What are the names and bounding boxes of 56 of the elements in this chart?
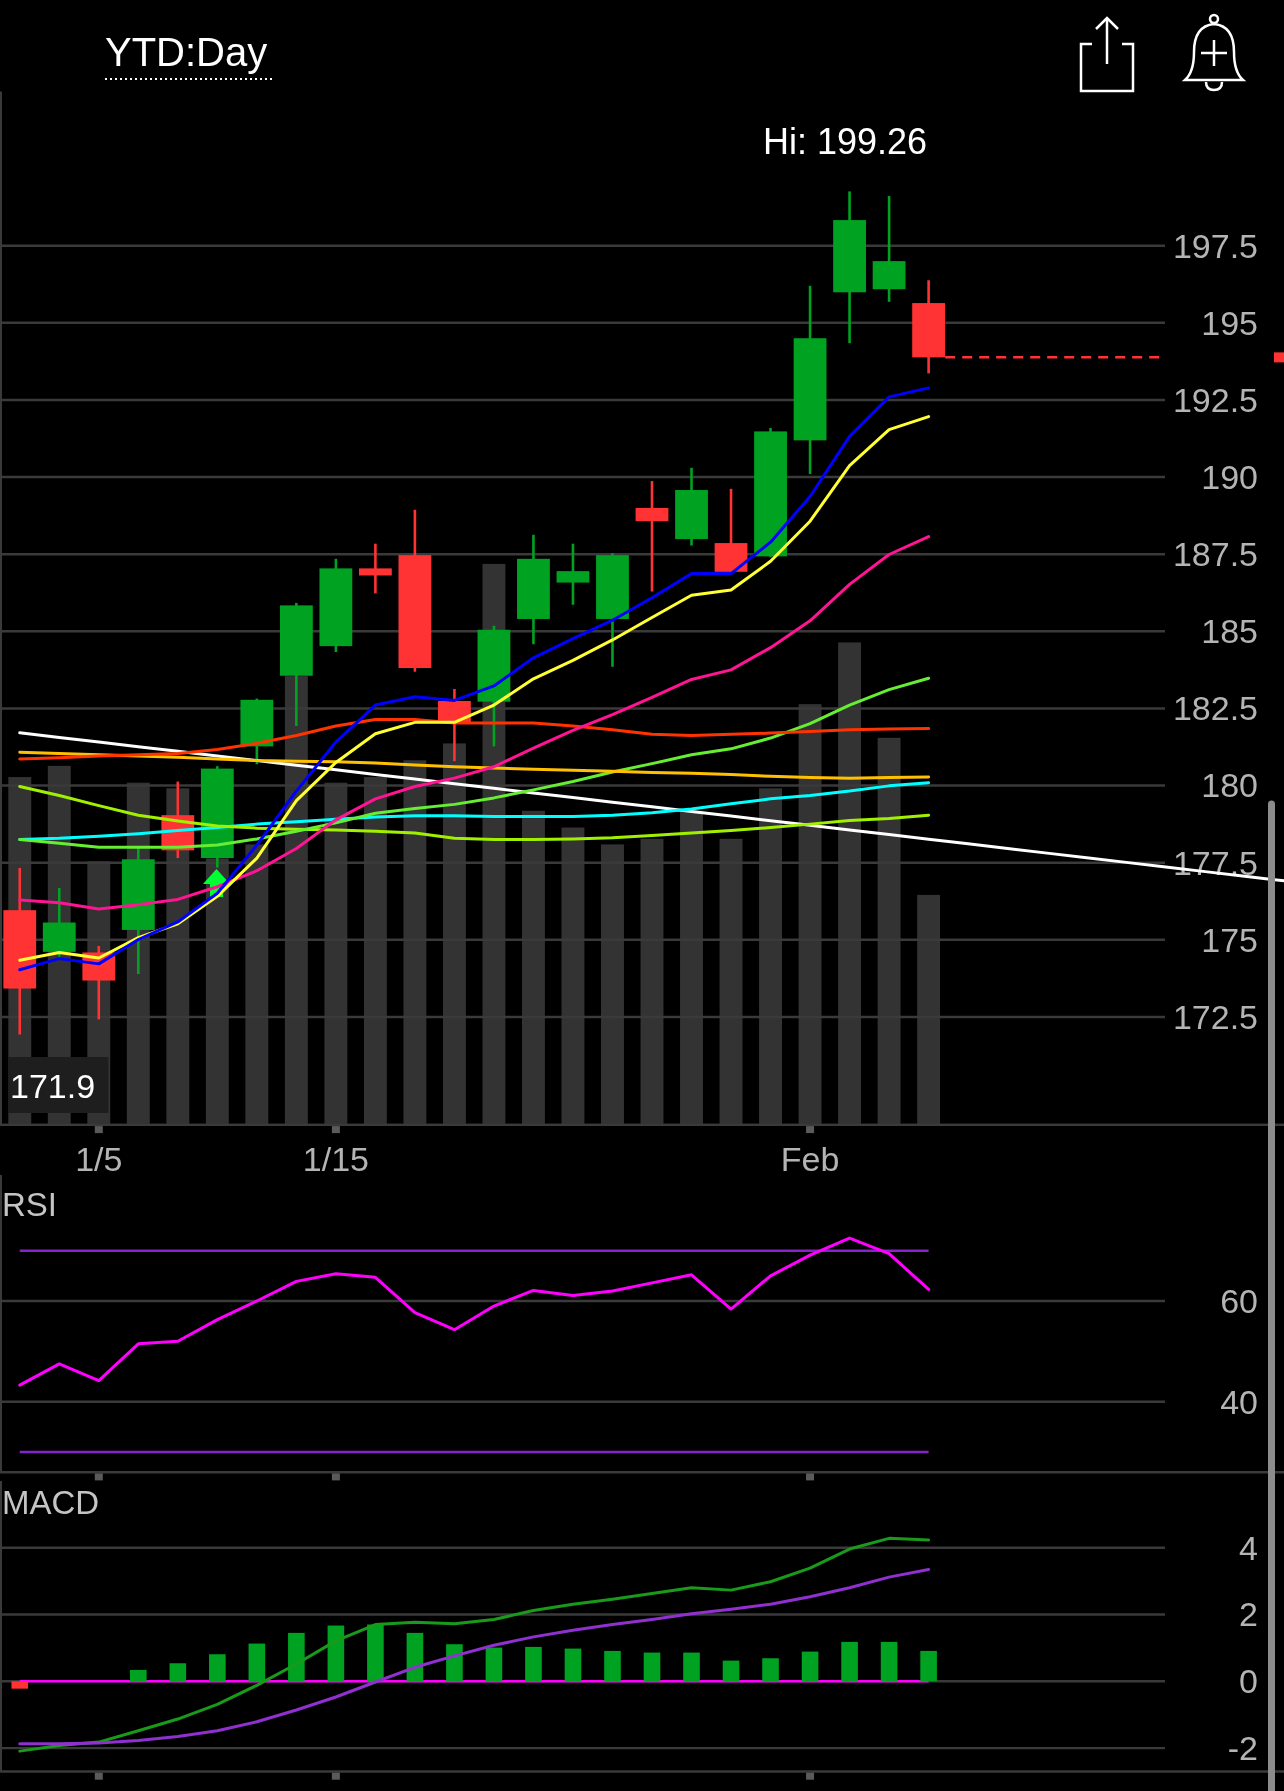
bar <box>564 1648 582 1682</box>
y-tick-label: 2 <box>1239 1595 1258 1634</box>
bar <box>841 1641 858 1682</box>
bar <box>762 1658 779 1682</box>
chart-title: RSI <box>2 1186 58 1223</box>
y-tick-label: 175 <box>1201 920 1258 959</box>
bar <box>683 1652 700 1682</box>
bar <box>920 1650 937 1682</box>
bar <box>485 1647 503 1682</box>
y-tick-label: 177.5 <box>1172 843 1258 882</box>
y-tick-label: 180 <box>1201 766 1258 805</box>
bar <box>367 1624 384 1682</box>
bar <box>643 1652 661 1682</box>
chart-title: MACD <box>2 1484 100 1521</box>
annotation: Hi: 199.26 <box>762 121 928 162</box>
bar <box>722 1660 740 1682</box>
x-tick-label: 1/15 <box>302 1139 369 1178</box>
y-tick-label: 190 <box>1201 457 1258 496</box>
y-tick-label: 195 <box>1201 303 1258 342</box>
y-tick-label: 197.5 <box>1172 226 1258 265</box>
bar <box>288 1632 305 1682</box>
line-series <box>18 750 931 780</box>
line-series <box>18 676 931 849</box>
annotation: 171.9 <box>10 1067 96 1105</box>
y-tick-label: 187.5 <box>1172 535 1258 574</box>
line-series <box>18 1536 931 1753</box>
bar <box>169 1663 187 1682</box>
line-series <box>18 535 931 911</box>
y-tick-label: 60 <box>1220 1281 1258 1320</box>
line-series <box>18 1567 931 1746</box>
y-tick-label: 172.5 <box>1172 997 1258 1036</box>
candlestick <box>556 542 590 607</box>
y-tick-label: 4 <box>1239 1528 1258 1567</box>
line-series <box>18 1236 931 1387</box>
chart-title: YTD:Day <box>105 30 268 74</box>
bar <box>209 1654 226 1682</box>
bar <box>801 1651 819 1682</box>
x-tick-label: Feb <box>780 1139 840 1178</box>
x-tick-label: 1/5 <box>75 1139 123 1178</box>
y-tick-label: 192.5 <box>1172 380 1258 419</box>
candlestick <box>635 479 669 593</box>
line-series <box>18 731 1284 883</box>
bar <box>604 1650 621 1682</box>
y-tick-label: 185 <box>1201 612 1258 651</box>
bar <box>446 1644 463 1682</box>
y-tick-label: 40 <box>1220 1382 1258 1421</box>
bar <box>525 1646 542 1682</box>
y-tick-label: 0 <box>1239 1662 1258 1701</box>
candlestick <box>358 542 392 595</box>
y-tick-label: -2 <box>1227 1729 1258 1768</box>
bar <box>880 1641 898 1682</box>
y-tick-label: 182.5 <box>1172 689 1258 728</box>
bar <box>130 1669 147 1682</box>
line-series <box>18 718 931 761</box>
bar <box>11 1681 29 1689</box>
bar <box>248 1643 266 1682</box>
